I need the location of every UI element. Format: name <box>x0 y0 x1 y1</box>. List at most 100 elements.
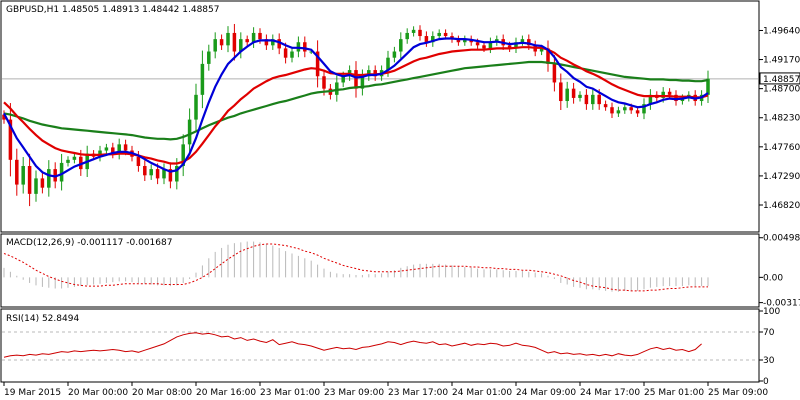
candle-body <box>168 169 173 182</box>
candle-body <box>552 63 557 83</box>
candle-body <box>309 51 313 53</box>
macd-label: MACD(12,26,9) -0.001117 -0.001687 <box>6 238 172 248</box>
candle-body <box>79 156 83 170</box>
candle-body <box>283 48 288 58</box>
time-tick-label: 20 Mar 08:00 <box>132 388 192 398</box>
candle-body <box>443 32 448 37</box>
ma-mid-red-line <box>3 46 709 165</box>
last-price-label: 1.48857 <box>763 75 800 85</box>
price-tick-label: 1.48230 <box>763 114 800 124</box>
macd-axis: 0.004983 0.00 -0.003175 <box>759 234 800 309</box>
candle-body <box>514 42 518 49</box>
candle-body <box>34 178 38 194</box>
candle-body <box>507 45 512 49</box>
last-price-box <box>759 72 800 85</box>
candle-body <box>98 150 102 157</box>
price-tick-label: 1.48700 <box>763 85 800 95</box>
candle-body <box>597 94 601 105</box>
candle-body <box>219 39 224 46</box>
candle-body <box>303 42 307 52</box>
candle-body <box>674 94 678 102</box>
candle-body <box>591 94 595 105</box>
candle-body <box>571 88 576 98</box>
candle-body <box>271 39 275 46</box>
candle-body <box>616 110 621 114</box>
macd-signal-line <box>3 243 708 292</box>
candle-body <box>399 39 403 52</box>
candle-body <box>623 107 627 111</box>
candle-body <box>610 107 614 114</box>
time-tick-label: 25 Mar 01:00 <box>644 388 704 398</box>
candle-body <box>143 166 147 176</box>
rsi-tick-label: 100 <box>763 307 780 317</box>
candle-body <box>405 32 409 40</box>
candle-body <box>277 39 281 49</box>
candle-body <box>72 156 77 160</box>
candle-body <box>40 178 45 188</box>
time-tick-label: 23 Mar 17:00 <box>388 388 448 398</box>
candle-body <box>667 91 672 95</box>
candle-body <box>117 144 121 154</box>
candle-body <box>226 32 230 46</box>
candle-body <box>373 70 377 77</box>
time-axis: 19 Mar 2015 20 Mar 00:00 20 Mar 08:00 20 Ma… <box>3 382 768 398</box>
candle-body <box>175 166 179 182</box>
macd-tick-label: 0.004983 <box>763 234 800 244</box>
candle-body <box>520 39 525 43</box>
candle-body <box>424 36 429 43</box>
rsi-tick-label: 30 <box>763 356 775 366</box>
candle-body <box>546 48 550 64</box>
candle-body <box>66 159 70 163</box>
candle-body <box>418 29 422 37</box>
candle-body <box>354 70 358 89</box>
rsi-line <box>3 332 702 358</box>
candle-body <box>392 51 397 58</box>
candle-body <box>386 57 390 71</box>
candle-body <box>47 169 51 188</box>
time-tick-label: 20 Mar 16:00 <box>196 388 256 398</box>
candle-body <box>187 119 192 145</box>
rsi-label: RSI(14) 52.8494 <box>6 314 79 324</box>
price-panel-frame <box>0 0 760 233</box>
candle-body <box>475 42 480 46</box>
candle-body <box>194 94 198 120</box>
candle-body <box>207 51 211 64</box>
time-tick-label: 24 Mar 17:00 <box>580 388 640 398</box>
ma-slow-green-line <box>3 60 709 141</box>
candle-body <box>15 159 19 185</box>
symbol-header: GBPUSD,H1 1.48505 1.48913 1.48442 1.4885… <box>6 5 219 15</box>
candle-body <box>578 94 582 98</box>
candle-body <box>239 39 243 52</box>
candle-body <box>264 39 269 46</box>
candle-body <box>258 32 262 40</box>
rsi-axis: 100 70 30 0 <box>2 307 780 387</box>
ma-fast-blue-line <box>3 37 709 178</box>
price-tick-label: 1.49170 <box>763 56 800 66</box>
candle-body <box>162 169 166 179</box>
candle-body <box>482 45 486 49</box>
candle-body <box>488 42 493 49</box>
time-tick-label: 24 Mar 01:00 <box>452 388 512 398</box>
candle-body <box>661 91 665 98</box>
candle-body <box>136 156 141 167</box>
price-tick-label: 1.49640 <box>763 26 800 36</box>
price-tick-label: 1.46820 <box>763 201 800 211</box>
time-tick-label: 24 Mar 09:00 <box>516 388 576 398</box>
candle-body <box>629 107 633 111</box>
candle-body <box>603 104 608 108</box>
candle-body <box>431 36 435 43</box>
candle-body <box>21 166 25 185</box>
candle-body <box>232 32 237 52</box>
candle-body <box>200 63 205 95</box>
macd-histogram <box>3 241 709 292</box>
candle-body <box>635 110 640 114</box>
time-tick-label: 20 Mar 00:00 <box>68 388 128 398</box>
candle-body <box>8 119 13 160</box>
candle-body <box>59 162 64 182</box>
candle-body <box>559 82 563 102</box>
candle-body <box>290 51 294 58</box>
candlesticks <box>2 23 710 207</box>
candle-body <box>53 169 57 182</box>
